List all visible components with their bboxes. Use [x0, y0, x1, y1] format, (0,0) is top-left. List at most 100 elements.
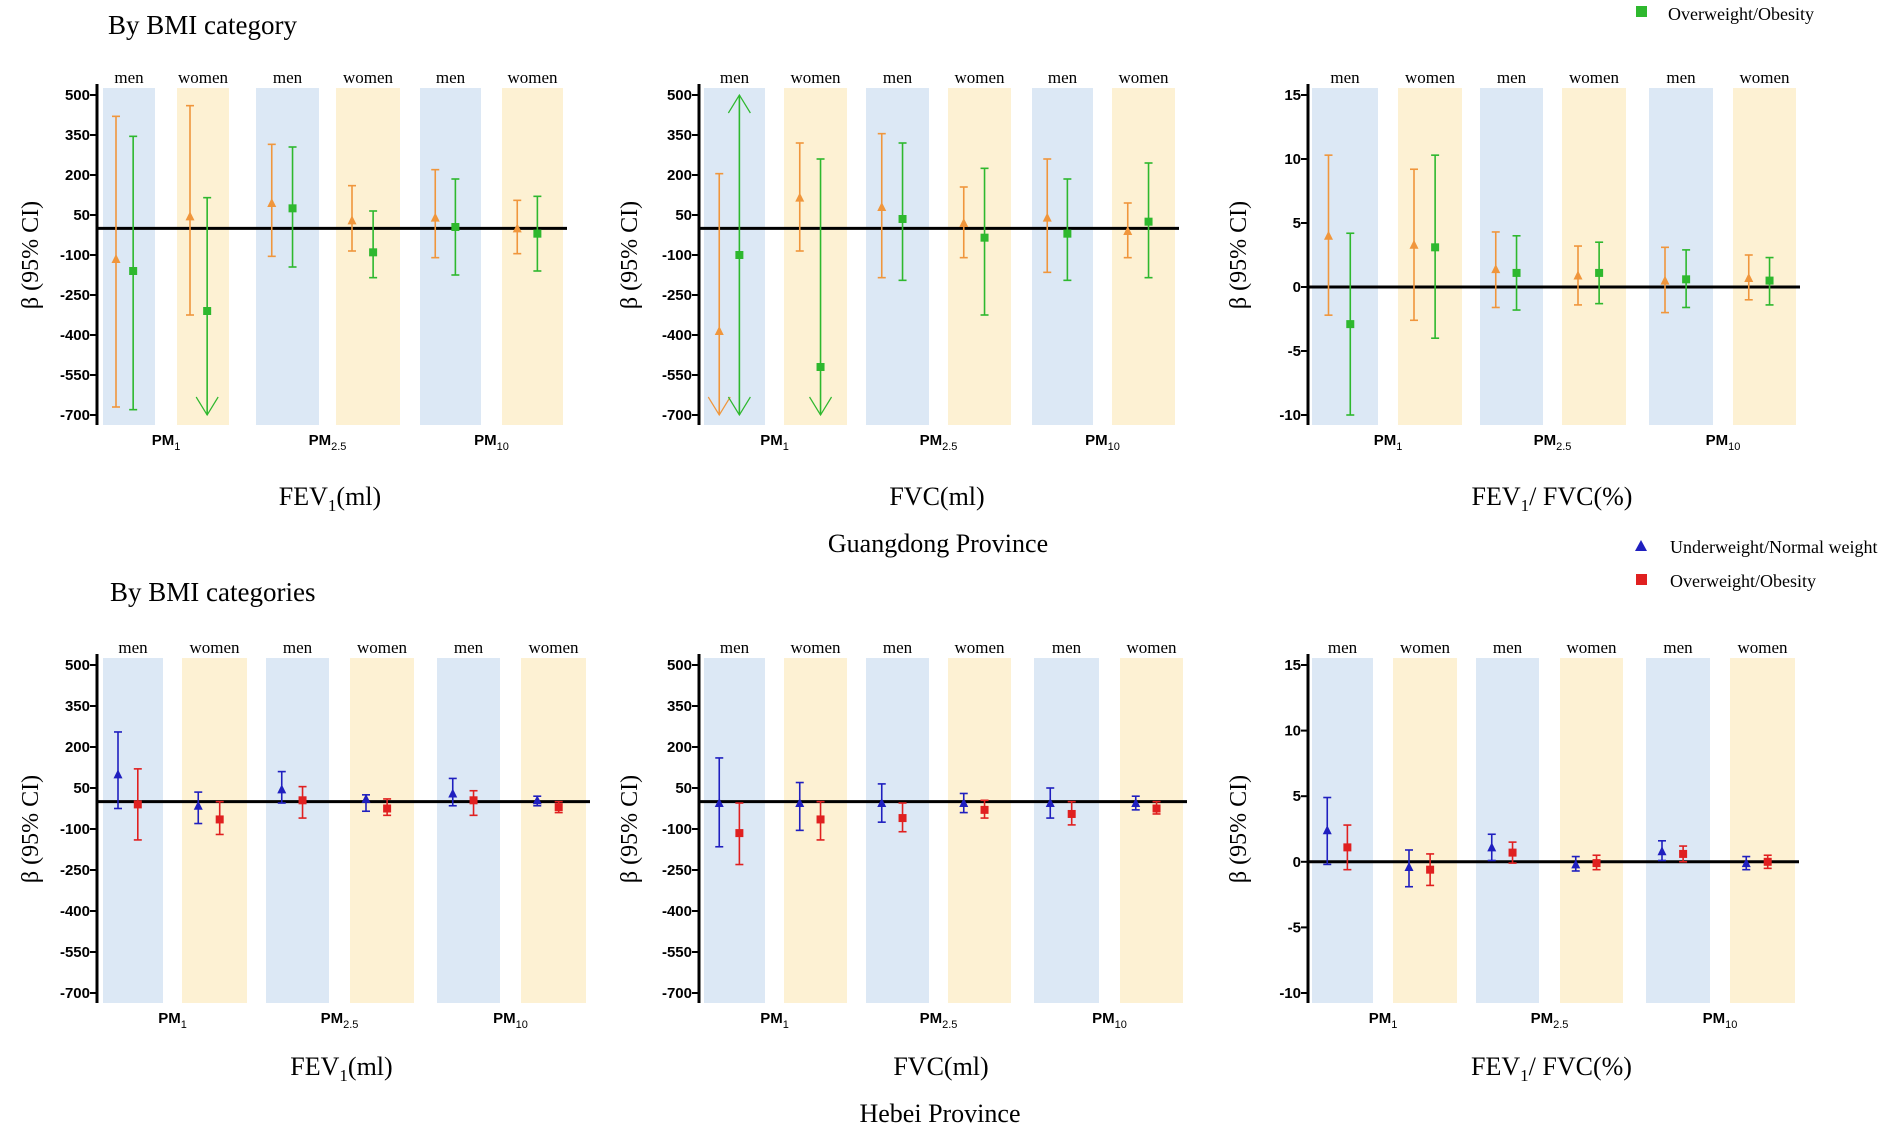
point-estimate-square [816, 363, 825, 371]
band-label-men: men [1493, 638, 1523, 657]
band-women [1733, 88, 1796, 425]
band-men [1480, 88, 1543, 425]
y-tick-label: 350 [667, 698, 692, 715]
point-estimate-triangle [430, 212, 440, 222]
y-tick-label: -5 [1288, 919, 1301, 936]
chart-bottom-0: men women men women men women 500 350 200 50 -100 -… [18, 638, 590, 1085]
band-label-men: men [720, 638, 750, 657]
point-estimate-triangle [111, 254, 121, 263]
y-tick-label: -550 [662, 367, 692, 384]
point-estimate-triangle [959, 218, 969, 227]
error-arrow-low [195, 396, 219, 417]
error-arrow-low [707, 396, 731, 417]
band-label-women: women [954, 68, 1005, 87]
bottom-province-label: Hebei Province [859, 1099, 1020, 1126]
band-men [103, 88, 155, 425]
point-estimate-triangle [795, 192, 805, 202]
band-label-men: men [883, 638, 913, 657]
point-estimate-square [288, 204, 297, 213]
point-estimate-square [1512, 268, 1521, 277]
x-axis-label: FEV1/ FVC(%) [1471, 1052, 1632, 1085]
x-group-label: PM1 [158, 1010, 187, 1031]
band-label-men: men [1048, 68, 1078, 87]
y-tick-label: -250 [662, 862, 692, 879]
point-estimate-square [1595, 268, 1604, 277]
y-tick-label: 5 [1293, 215, 1301, 232]
y-tick-label: 0 [1293, 854, 1301, 871]
point-estimate-triangle [532, 795, 542, 805]
band-label-men: men [720, 68, 750, 87]
bottom-panel-title: By BMI categories [110, 577, 315, 607]
x-group-label: PM2.5 [1531, 1010, 1569, 1031]
x-group-label: PM10 [474, 432, 509, 453]
y-tick-label: 15 [1284, 87, 1301, 104]
point-estimate-triangle [1491, 264, 1501, 274]
y-axis-label: β (95% CI) [617, 775, 643, 883]
band-label-men: men [114, 68, 144, 87]
band-men [704, 88, 765, 425]
point-estimate-triangle [1131, 798, 1141, 808]
band-label-men: men [436, 68, 466, 87]
band-label-women: women [507, 68, 558, 87]
band-men [1032, 88, 1093, 425]
band-label-women: women [1739, 68, 1790, 87]
error-arrow-high [727, 93, 751, 114]
chart-top-0: men women men women men women 500 350 200 50 -100 -… [18, 68, 567, 515]
band-men [437, 658, 500, 1003]
point-estimate-triangle [193, 800, 203, 810]
point-estimate-square [298, 796, 307, 805]
band-label-men: men [1497, 68, 1527, 87]
point-estimate-triangle [1322, 825, 1332, 835]
y-tick-label: 200 [667, 739, 692, 756]
band-men [1034, 658, 1099, 1003]
band-label-men: men [273, 68, 303, 87]
band-men [866, 658, 929, 1003]
x-group-label: PM1 [152, 432, 181, 453]
band-label-women: women [790, 638, 841, 657]
y-tick-label: 500 [65, 657, 90, 674]
y-tick-label: -400 [662, 327, 692, 344]
point-estimate-triangle [448, 788, 458, 798]
point-estimate-square [133, 800, 142, 809]
x-group-label: PM1 [1369, 1010, 1398, 1031]
y-axis-label: β (95% CI) [1226, 775, 1252, 883]
x-axis-label: FVC(ml) [893, 1052, 988, 1081]
point-estimate-triangle [1045, 798, 1055, 808]
band-label-women: women [954, 638, 1005, 657]
point-estimate-square [469, 796, 478, 805]
point-estimate-square [735, 829, 744, 838]
legend-top-item-0-label: Overweight/Obesity [1668, 4, 1814, 24]
y-tick-label: 50 [675, 207, 692, 224]
band-label-women: women [1737, 638, 1788, 657]
point-estimate-triangle [714, 326, 724, 335]
point-estimate-square [1765, 276, 1774, 285]
band-women [502, 88, 563, 425]
y-tick-label: -550 [60, 367, 90, 384]
x-axis-label: FEV1(ml) [279, 482, 381, 515]
y-tick-label: 50 [73, 780, 90, 797]
y-tick-label: 350 [65, 698, 90, 715]
point-estimate-square [1763, 857, 1772, 866]
y-tick-label: 500 [65, 87, 90, 104]
point-estimate-square [898, 215, 907, 223]
band-label-women: women [1566, 638, 1617, 657]
band-label-women: women [790, 68, 841, 87]
legend-bottom-item-1-label: Overweight/Obesity [1670, 571, 1816, 591]
y-tick-label: -700 [60, 985, 90, 1002]
y-tick-label: -700 [662, 985, 692, 1002]
point-estimate-square [1063, 229, 1072, 238]
band-men [704, 658, 765, 1003]
y-tick-label: 5 [1293, 788, 1301, 805]
band-women [521, 658, 586, 1003]
point-estimate-square [203, 307, 212, 315]
top-panel-title: By BMI category [108, 10, 297, 40]
point-estimate-triangle [1660, 275, 1670, 285]
band-label-men: men [1330, 68, 1360, 87]
point-estimate-triangle [1324, 230, 1333, 240]
point-estimate-triangle [795, 798, 805, 808]
y-tick-label: -550 [662, 944, 692, 961]
point-estimate-square [1152, 804, 1161, 813]
point-estimate-triangle [1741, 858, 1751, 868]
band-women [1560, 658, 1623, 1003]
band-label-women: women [1405, 68, 1456, 87]
